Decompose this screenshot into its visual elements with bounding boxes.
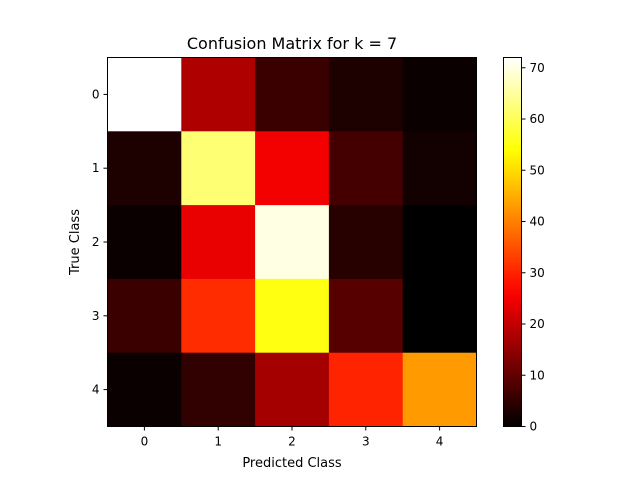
heatmap-cell — [181, 57, 256, 132]
colorbar-tick-label: 30 — [530, 266, 545, 280]
heatmap-cell — [255, 131, 330, 206]
colorbar-tick-label: 60 — [530, 112, 545, 126]
heatmap-cell — [107, 278, 182, 354]
colorbar-tick-label: 10 — [530, 368, 545, 382]
colorbar-tick-label: 70 — [530, 61, 545, 75]
heatmap-cell — [402, 278, 477, 354]
x-axis-label: Predicted Class — [242, 456, 342, 471]
heatmap-cell — [255, 57, 330, 132]
heatmap-cell — [255, 205, 330, 280]
heatmap-cell — [402, 352, 477, 427]
chart-title: Confusion Matrix for k = 7 — [187, 34, 397, 53]
heatmap-cell — [107, 352, 182, 427]
heatmap-cell — [328, 352, 404, 427]
heatmap-cell — [107, 131, 182, 206]
heatmap-cell — [328, 278, 404, 354]
y-axis-label: True Class — [68, 209, 83, 276]
heatmap-cells — [107, 57, 477, 427]
heatmap-cell — [181, 352, 256, 427]
heatmap-cell — [402, 205, 477, 280]
y-tick-label: 2 — [92, 235, 100, 249]
heatmap-cell — [107, 205, 182, 280]
colorbar-axis: 0 10 20 30 40 50 60 70 — [521, 61, 545, 434]
colorbar — [503, 57, 522, 427]
y-axis: 0 1 2 3 4 — [92, 87, 108, 397]
y-tick-label: 0 — [92, 87, 100, 101]
colorbar-tick-label: 0 — [530, 420, 538, 434]
y-tick-label: 4 — [92, 383, 100, 397]
heatmap-cell — [181, 205, 256, 280]
x-tick-label: 3 — [362, 435, 370, 449]
y-tick-label: 1 — [92, 161, 100, 175]
x-tick-label: 0 — [141, 435, 149, 449]
colorbar-tick-label: 20 — [530, 317, 545, 331]
heatmap-cell — [255, 352, 330, 427]
x-tick-label: 4 — [436, 435, 444, 449]
heatmap-cell — [328, 131, 404, 206]
heatmap-cell — [107, 57, 182, 132]
heatmap-cell — [402, 131, 477, 206]
heatmap-cell — [402, 57, 477, 132]
heatmap-cell — [181, 278, 256, 354]
heatmap-cell — [328, 57, 404, 132]
colorbar-tick-label: 40 — [530, 215, 545, 229]
x-tick-label: 2 — [288, 435, 296, 449]
heatmap-cell — [255, 278, 330, 354]
y-tick-label: 3 — [92, 309, 100, 323]
heatmap-cell — [181, 131, 256, 206]
x-axis: 0 1 2 3 4 — [141, 426, 444, 449]
x-tick-label: 1 — [214, 435, 222, 449]
colorbar-tick-label: 50 — [530, 163, 545, 177]
heatmap-cell — [328, 205, 404, 280]
